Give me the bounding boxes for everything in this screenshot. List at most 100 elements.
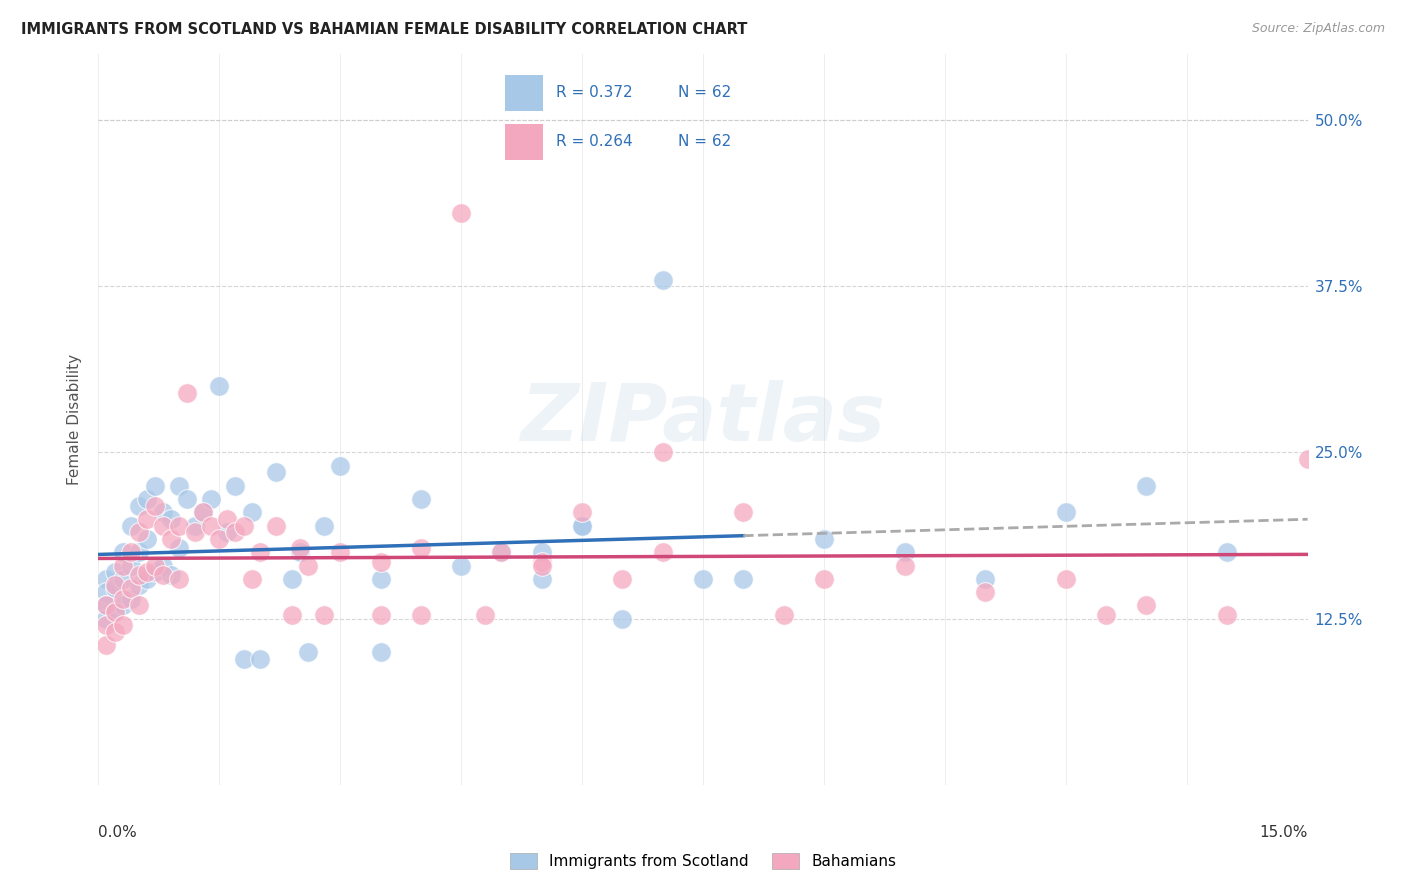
Point <box>571 518 593 533</box>
Point <box>160 567 183 582</box>
Point <box>96 618 118 632</box>
Point <box>152 558 174 573</box>
Point <box>167 572 190 586</box>
Point <box>135 532 157 546</box>
Point <box>128 499 150 513</box>
Point <box>143 499 166 513</box>
Text: 15.0%: 15.0% <box>1260 825 1308 840</box>
Point <box>224 525 246 540</box>
Legend: Immigrants from Scotland, Bahamians: Immigrants from Scotland, Bahamians <box>503 847 903 875</box>
Point <box>264 518 287 533</box>
Point <box>111 591 134 606</box>
Point <box>120 581 142 595</box>
Point <box>571 505 593 519</box>
Point <box>474 607 496 622</box>
Point <box>409 607 432 622</box>
Point <box>111 599 134 613</box>
Point <box>240 572 263 586</box>
Point <box>491 545 513 559</box>
Point <box>152 518 174 533</box>
Point <box>329 545 352 559</box>
Point <box>128 578 150 592</box>
Point <box>370 607 392 622</box>
Point <box>193 505 215 519</box>
Point <box>96 599 118 613</box>
Point <box>264 466 287 480</box>
Point <box>103 578 125 592</box>
Point <box>240 505 263 519</box>
Text: ZIPatlas: ZIPatlas <box>520 380 886 458</box>
Point <box>409 541 432 556</box>
Point <box>167 518 190 533</box>
Point <box>314 518 336 533</box>
Point <box>288 541 311 556</box>
Point <box>232 651 254 665</box>
Point <box>152 567 174 582</box>
Point <box>297 558 319 573</box>
Point <box>217 525 239 540</box>
Point <box>208 532 231 546</box>
Point <box>96 638 118 652</box>
Point <box>893 558 915 573</box>
Point <box>232 518 254 533</box>
Point <box>813 532 835 546</box>
Point <box>1054 572 1077 586</box>
Point <box>96 585 118 599</box>
Point <box>571 518 593 533</box>
Point <box>111 545 134 559</box>
Point <box>249 651 271 665</box>
Point <box>217 512 239 526</box>
Point <box>491 545 513 559</box>
Point <box>96 599 118 613</box>
Point <box>692 572 714 586</box>
Point <box>651 545 673 559</box>
Point <box>96 572 118 586</box>
Point <box>297 645 319 659</box>
Point <box>143 479 166 493</box>
Point <box>120 545 142 559</box>
Point <box>450 206 472 220</box>
Point <box>530 558 553 573</box>
Point <box>530 545 553 559</box>
Point <box>370 572 392 586</box>
Text: 0.0%: 0.0% <box>98 825 138 840</box>
Point <box>128 545 150 559</box>
Point <box>193 505 215 519</box>
Point <box>103 605 125 619</box>
Point <box>184 525 207 540</box>
Point <box>160 532 183 546</box>
Point <box>450 558 472 573</box>
Point <box>184 518 207 533</box>
Point <box>152 505 174 519</box>
Point <box>135 512 157 526</box>
Text: Source: ZipAtlas.com: Source: ZipAtlas.com <box>1251 22 1385 36</box>
Point <box>288 545 311 559</box>
Point <box>651 272 673 286</box>
Point <box>314 607 336 622</box>
Point <box>281 572 304 586</box>
Point <box>167 541 190 556</box>
Point <box>1135 479 1157 493</box>
Point <box>111 572 134 586</box>
Point <box>128 525 150 540</box>
Point <box>120 591 142 606</box>
Point <box>208 379 231 393</box>
Point <box>200 491 222 506</box>
Point <box>1296 452 1319 467</box>
Point <box>530 572 553 586</box>
Point <box>1135 599 1157 613</box>
Point <box>160 512 183 526</box>
Point <box>409 491 432 506</box>
Point <box>281 607 304 622</box>
Point <box>96 612 118 626</box>
Point <box>1216 545 1239 559</box>
Point <box>733 505 755 519</box>
Point <box>612 612 634 626</box>
Point <box>128 567 150 582</box>
Y-axis label: Female Disability: Female Disability <box>67 353 83 485</box>
Point <box>612 572 634 586</box>
Point <box>329 458 352 473</box>
Point <box>370 555 392 569</box>
Point <box>530 555 553 569</box>
Point <box>974 572 997 586</box>
